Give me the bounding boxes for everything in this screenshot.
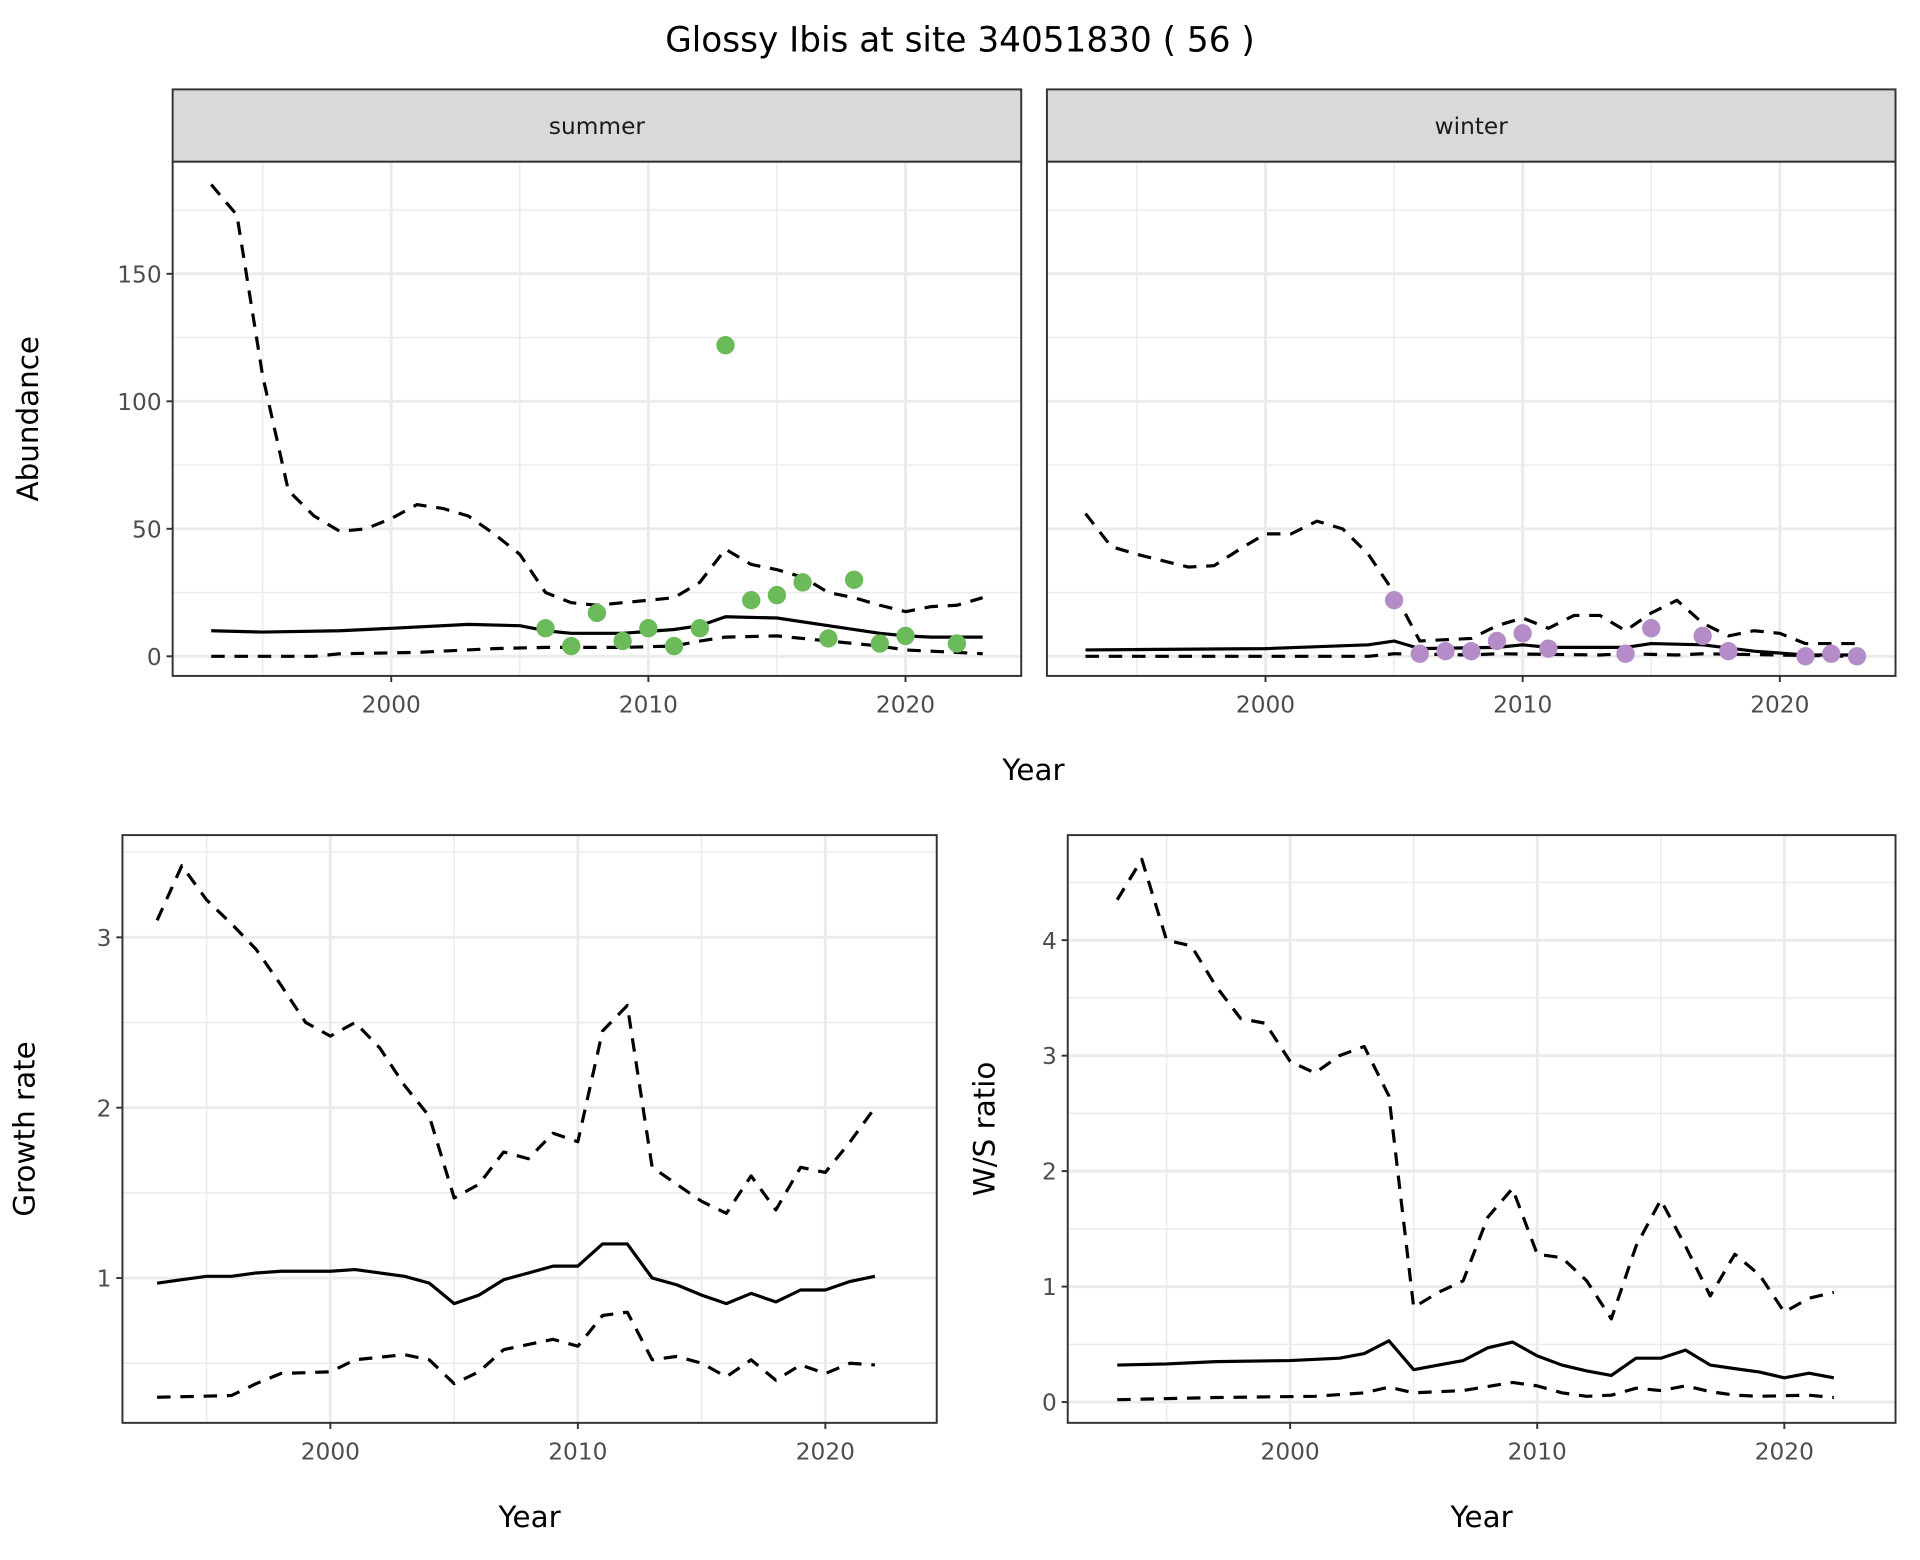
panel-2: 1 2 3 2000 2010 2020 Year Growth rate: [7, 834, 938, 1534]
data-point: [1384, 591, 1404, 610]
x-tick-label: 2020: [1755, 1439, 1814, 1466]
data-point: [1822, 644, 1841, 663]
facet-strip: [171, 88, 1023, 163]
x-tick-label: 2000: [1261, 1439, 1320, 1466]
data-point: [819, 629, 838, 648]
y-axis-title: Growth rate: [7, 1041, 41, 1216]
mean-line: [1085, 639, 1857, 657]
facet-label: winter: [1435, 113, 1509, 140]
x-tick-label: 2010: [1493, 692, 1552, 719]
x-tick-label: 2010: [1508, 1439, 1567, 1466]
y-tick-label: 2: [1042, 1159, 1057, 1186]
chart-title: Glossy Ibis at site 34051830 ( 56 ): [665, 20, 1255, 60]
y-tick-label: 1: [97, 1266, 112, 1293]
x-tick-label: 2000: [1236, 692, 1295, 719]
lower-bound-line: [1117, 1380, 1834, 1402]
y-tick-label: 0: [147, 644, 162, 671]
data-point: [947, 634, 967, 653]
panel-border: [1045, 160, 1897, 677]
y-tick-label: 50: [132, 516, 162, 543]
data-point: [793, 573, 812, 592]
y-tick-label: 150: [117, 261, 161, 288]
data-point: [742, 591, 761, 610]
data-point: [1462, 642, 1481, 661]
data-point: [1693, 626, 1712, 646]
y-tick-label: 1: [1042, 1274, 1057, 1301]
x-tick-label: 2010: [619, 692, 678, 719]
y-tick-label: 4: [1042, 928, 1057, 955]
y-tick-label: 3: [97, 925, 112, 952]
y-axis-title: W/S ratio: [967, 1062, 1001, 1197]
data-point: [1847, 647, 1867, 666]
upper-bound-line: [210, 183, 984, 614]
x-tick-label: 2000: [301, 1439, 360, 1466]
y-tick-label: 100: [117, 389, 161, 416]
data-point: [1719, 642, 1738, 661]
x-tick-label: 2020: [1750, 692, 1809, 719]
data-point: [1436, 642, 1455, 661]
data-point: [767, 585, 787, 605]
x-tick-label: 2000: [362, 692, 421, 719]
x-tick-label: 2020: [876, 692, 935, 719]
mean-line: [1117, 1339, 1835, 1380]
data-point: [1796, 647, 1815, 666]
upper-bound-line: [1084, 512, 1857, 646]
data-point: [896, 626, 915, 646]
panel-0: summer 0 50 100 150 2000 2010 2020 Abundance: [11, 88, 1023, 719]
panel-border: [171, 160, 1023, 677]
panel-1: winter 2000 2010 2020: [1045, 88, 1897, 719]
x-axis-title: Year: [1450, 1500, 1514, 1534]
data-point: [1513, 624, 1532, 643]
lower-bound-line: [211, 634, 983, 658]
upper-bound-line: [1115, 857, 1835, 1321]
panel-border: [1066, 834, 1897, 1424]
data-point: [690, 619, 709, 638]
facet-label: summer: [549, 113, 645, 140]
data-point: [639, 619, 658, 638]
data-point: [844, 570, 864, 589]
y-tick-label: 3: [1042, 1043, 1057, 1070]
data-point: [613, 631, 632, 651]
mean-line: [156, 1242, 876, 1306]
x-tick-label: 2010: [548, 1439, 607, 1466]
lower-bound-line: [157, 1310, 876, 1399]
data-point: [536, 619, 555, 638]
data-point: [1642, 619, 1661, 638]
data-point: [1539, 639, 1558, 658]
y-tick-label: 2: [97, 1095, 112, 1122]
data-point: [870, 634, 889, 653]
x-axis-title: Year: [1001, 753, 1065, 787]
data-point: [1616, 644, 1635, 663]
panel-3: 0 1 2 3 4 2000 2010 2020 Year W/S ratio: [967, 834, 1897, 1534]
panel-border: [121, 834, 938, 1424]
facet-strip: [1045, 88, 1897, 163]
y-tick-label: 0: [1042, 1390, 1057, 1417]
data-point: [1487, 631, 1507, 651]
data-point: [562, 636, 581, 656]
upper-bound-line: [155, 864, 877, 1215]
data-point: [664, 636, 684, 656]
y-axis-title: Abundance: [11, 336, 45, 501]
data-point: [587, 603, 607, 623]
data-point: [716, 336, 735, 355]
data-point: [1410, 644, 1429, 663]
x-axis-title: Year: [497, 1500, 561, 1534]
x-tick-label: 2020: [796, 1439, 855, 1466]
